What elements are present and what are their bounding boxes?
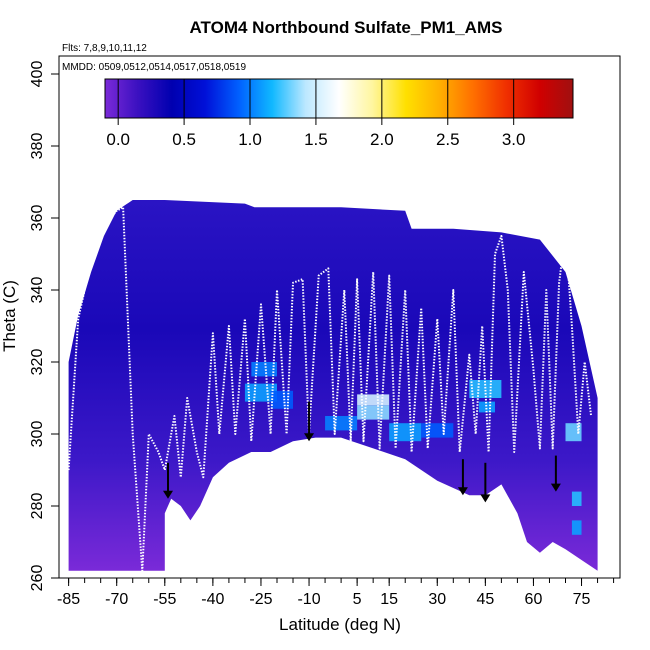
y-tick-label: 360 xyxy=(29,205,46,232)
colorbar-tick-label: 2.5 xyxy=(436,130,460,149)
tropopause-arrow-head xyxy=(457,487,468,496)
colorbar: 0.0 0.5 1.0 1.5 2.0 2.5 3.0 xyxy=(104,78,574,149)
colorbar-tick-label: 3.0 xyxy=(502,130,526,149)
enhanced-patch xyxy=(357,394,390,406)
enhanced-patch xyxy=(251,362,277,377)
x-tick-label: 5 xyxy=(353,591,362,608)
colorbar-tick-label: 0.0 xyxy=(106,130,130,149)
mmdd-label: MMDD: 0509,0512,0514,0517,0518,0519 xyxy=(62,62,246,73)
x-tick-label: -25 xyxy=(249,591,272,608)
plot-area xyxy=(67,200,598,572)
y-tick-label: 320 xyxy=(29,349,46,376)
enhanced-patch xyxy=(469,380,502,398)
x-axis-label: Latitude (deg N) xyxy=(279,615,401,634)
enhanced-patch xyxy=(244,383,277,402)
enhanced-patch xyxy=(270,390,294,409)
tropopause-arrow-head xyxy=(480,494,491,503)
tropopause-arrow-head xyxy=(304,433,315,442)
flights-label: Flts: 7,8,9,10,11,12 xyxy=(62,43,147,54)
enhanced-patch xyxy=(421,423,454,438)
colorbar-tick-label: 1.5 xyxy=(304,130,328,149)
x-axis: -85 -70 -55 -40 -25 -10 5 15 30 45 60 75 xyxy=(57,578,615,608)
x-tick-label: 15 xyxy=(380,591,398,608)
tropopause-arrow-head xyxy=(162,490,173,499)
y-tick-label: 380 xyxy=(29,133,46,160)
y-tick-label: 260 xyxy=(29,565,46,592)
tropopause-arrow-head xyxy=(550,483,561,492)
x-tick-label: -55 xyxy=(153,591,176,608)
x-tick-label: 60 xyxy=(525,591,543,608)
enhanced-patch xyxy=(571,491,582,506)
enhanced-patch xyxy=(389,423,422,442)
plot-frame xyxy=(58,55,621,579)
colorbar-tick-label: 0.5 xyxy=(172,130,196,149)
colorbar-gradient xyxy=(104,78,574,119)
colorbar-ticks: 0.0 0.5 1.0 1.5 2.0 2.5 3.0 xyxy=(106,79,525,149)
chart-title: ATOM4 Northbound Sulfate_PM1_AMS xyxy=(190,18,503,37)
enhanced-patch xyxy=(571,520,582,535)
x-tick-label: -10 xyxy=(297,591,320,608)
y-tick-label: 340 xyxy=(29,277,46,304)
enhanced-patch xyxy=(325,416,358,431)
x-tick-label: 30 xyxy=(428,591,446,608)
colorbar-tick-label: 2.0 xyxy=(370,130,394,149)
y-tick-label: 400 xyxy=(29,61,46,88)
enhanced-patches xyxy=(244,362,582,535)
x-tick-label: -40 xyxy=(201,591,224,608)
colorbar-tick-label: 1.0 xyxy=(238,130,262,149)
y-axis-label: Theta (C) xyxy=(0,280,19,352)
y-tick-label: 300 xyxy=(29,421,46,448)
y-tick-label: 280 xyxy=(29,493,46,520)
tropopause-markers xyxy=(162,401,561,503)
flight-track xyxy=(67,206,593,572)
x-tick-label: -85 xyxy=(57,591,80,608)
x-tick-label: 45 xyxy=(476,591,494,608)
enhanced-patch xyxy=(478,401,495,413)
flight-track-line xyxy=(67,206,593,572)
x-tick-label: 75 xyxy=(573,591,591,608)
x-tick-label: -70 xyxy=(105,591,128,608)
y-axis: 260 280 300 320 340 360 380 400 xyxy=(29,61,59,592)
